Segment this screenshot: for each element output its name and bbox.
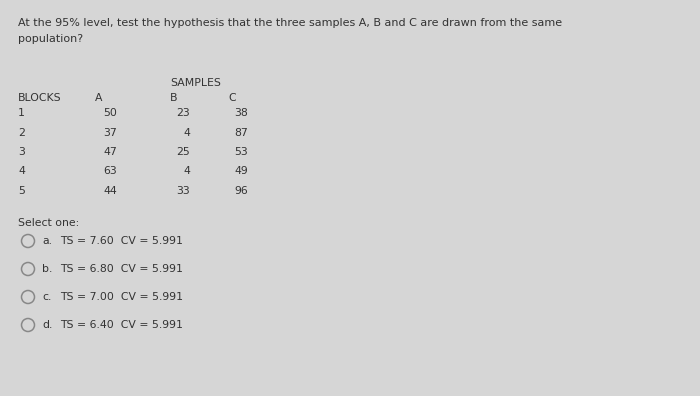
Text: 96: 96 (234, 186, 248, 196)
Text: 53: 53 (234, 147, 248, 157)
Text: b.: b. (42, 264, 52, 274)
Text: 1: 1 (18, 108, 25, 118)
Text: 23: 23 (176, 108, 190, 118)
Text: a.: a. (42, 236, 52, 246)
Text: 4: 4 (183, 166, 190, 177)
Text: 3: 3 (18, 147, 25, 157)
Text: Select one:: Select one: (18, 218, 79, 228)
Text: 38: 38 (234, 108, 248, 118)
Text: 44: 44 (104, 186, 117, 196)
Text: BLOCKS: BLOCKS (18, 93, 62, 103)
Text: 37: 37 (104, 128, 117, 137)
Text: 63: 63 (104, 166, 117, 177)
Text: c.: c. (42, 292, 51, 302)
Text: C: C (228, 93, 236, 103)
Text: 87: 87 (234, 128, 248, 137)
Text: B: B (170, 93, 178, 103)
Text: 33: 33 (176, 186, 190, 196)
Text: 2: 2 (18, 128, 25, 137)
Text: TS = 7.60  CV = 5.991: TS = 7.60 CV = 5.991 (60, 236, 183, 246)
Text: 47: 47 (104, 147, 117, 157)
Text: TS = 6.80  CV = 5.991: TS = 6.80 CV = 5.991 (60, 264, 183, 274)
Text: 49: 49 (234, 166, 248, 177)
Text: 25: 25 (176, 147, 190, 157)
Text: 4: 4 (18, 166, 25, 177)
Text: d.: d. (42, 320, 52, 330)
Text: 5: 5 (18, 186, 25, 196)
Text: TS = 6.40  CV = 5.991: TS = 6.40 CV = 5.991 (60, 320, 183, 330)
Text: At the 95% level, test the hypothesis that the three samples A, B and C are draw: At the 95% level, test the hypothesis th… (18, 18, 562, 28)
Text: population?: population? (18, 34, 83, 44)
Text: TS = 7.00  CV = 5.991: TS = 7.00 CV = 5.991 (60, 292, 183, 302)
Text: 4: 4 (183, 128, 190, 137)
Text: SAMPLES: SAMPLES (170, 78, 221, 88)
Text: 50: 50 (103, 108, 117, 118)
Text: A: A (95, 93, 102, 103)
